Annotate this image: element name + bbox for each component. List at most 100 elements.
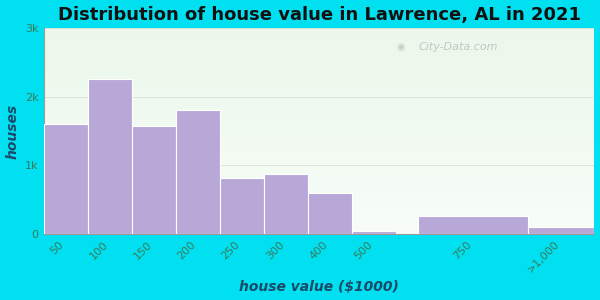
Bar xyxy=(44,200,595,201)
Bar xyxy=(44,76,595,77)
Bar xyxy=(44,212,595,214)
Bar xyxy=(44,176,595,177)
Bar xyxy=(44,163,595,164)
Bar xyxy=(44,55,595,56)
Bar xyxy=(44,136,595,137)
Bar xyxy=(44,173,595,174)
Bar xyxy=(44,233,595,234)
Bar xyxy=(44,178,595,179)
Bar xyxy=(44,133,595,134)
Bar xyxy=(44,75,595,76)
Bar xyxy=(44,97,595,98)
Bar xyxy=(44,110,595,111)
Bar xyxy=(44,102,595,103)
Bar xyxy=(44,167,595,168)
Bar xyxy=(44,132,595,133)
Y-axis label: houses: houses xyxy=(5,103,20,159)
Bar xyxy=(44,208,595,209)
Bar xyxy=(44,187,595,188)
Bar xyxy=(44,168,595,169)
Bar xyxy=(44,64,595,65)
Bar xyxy=(44,130,595,131)
Bar xyxy=(44,88,595,89)
Bar xyxy=(44,126,595,127)
Bar xyxy=(44,72,595,73)
Bar xyxy=(44,65,595,66)
Bar xyxy=(44,169,595,170)
Text: City-Data.com: City-Data.com xyxy=(418,42,497,52)
Bar xyxy=(44,37,595,38)
Bar xyxy=(44,227,595,228)
Bar xyxy=(220,178,264,234)
Bar xyxy=(44,148,595,150)
Bar xyxy=(418,216,529,234)
Bar xyxy=(44,154,595,155)
Bar xyxy=(44,82,595,84)
Bar xyxy=(176,110,220,234)
Bar xyxy=(44,158,595,159)
Bar xyxy=(44,152,595,153)
Bar xyxy=(44,69,595,70)
Bar xyxy=(44,121,595,122)
Bar xyxy=(44,36,595,37)
X-axis label: house value ($1000): house value ($1000) xyxy=(239,280,399,294)
Bar xyxy=(44,209,595,210)
Bar xyxy=(44,96,595,97)
Bar xyxy=(44,84,595,85)
Bar xyxy=(352,231,396,234)
Bar xyxy=(44,214,595,216)
Bar xyxy=(44,195,595,196)
Bar xyxy=(44,77,595,78)
Bar xyxy=(44,199,595,200)
Bar xyxy=(44,177,595,178)
Bar xyxy=(44,223,595,224)
Bar xyxy=(44,189,595,190)
Bar xyxy=(44,191,595,192)
Bar xyxy=(44,115,595,116)
Bar xyxy=(44,90,595,91)
Bar xyxy=(44,160,595,161)
Bar xyxy=(44,113,595,115)
Bar xyxy=(44,127,595,128)
Bar xyxy=(44,230,595,231)
Bar xyxy=(44,123,595,124)
Bar xyxy=(44,202,595,203)
Bar xyxy=(44,146,595,148)
Bar xyxy=(44,92,595,93)
Bar xyxy=(44,142,595,143)
Bar xyxy=(44,85,595,86)
Bar xyxy=(44,129,595,130)
Bar xyxy=(44,205,595,206)
Bar xyxy=(44,29,595,30)
Bar xyxy=(44,218,595,219)
Bar xyxy=(44,184,595,186)
Bar xyxy=(44,47,595,49)
Bar xyxy=(44,128,595,129)
Bar xyxy=(44,183,595,184)
Bar xyxy=(44,78,595,80)
Bar xyxy=(44,118,595,120)
Bar xyxy=(44,151,595,152)
Bar xyxy=(44,232,595,233)
Bar xyxy=(44,46,595,47)
Bar xyxy=(44,139,595,140)
Bar xyxy=(44,54,595,55)
Bar xyxy=(44,107,595,108)
Bar xyxy=(44,108,595,110)
Bar xyxy=(44,137,595,138)
Bar xyxy=(44,141,595,142)
Bar xyxy=(44,101,595,102)
Bar xyxy=(44,87,595,88)
Bar xyxy=(44,135,595,136)
Bar xyxy=(44,68,595,69)
Bar xyxy=(44,99,595,100)
Bar xyxy=(44,224,595,225)
Bar xyxy=(44,28,595,29)
Bar xyxy=(44,94,595,95)
Bar xyxy=(132,125,176,234)
Bar xyxy=(44,201,595,202)
Bar xyxy=(44,196,595,197)
Bar xyxy=(44,124,88,234)
Bar xyxy=(44,91,595,92)
Bar xyxy=(44,219,595,220)
